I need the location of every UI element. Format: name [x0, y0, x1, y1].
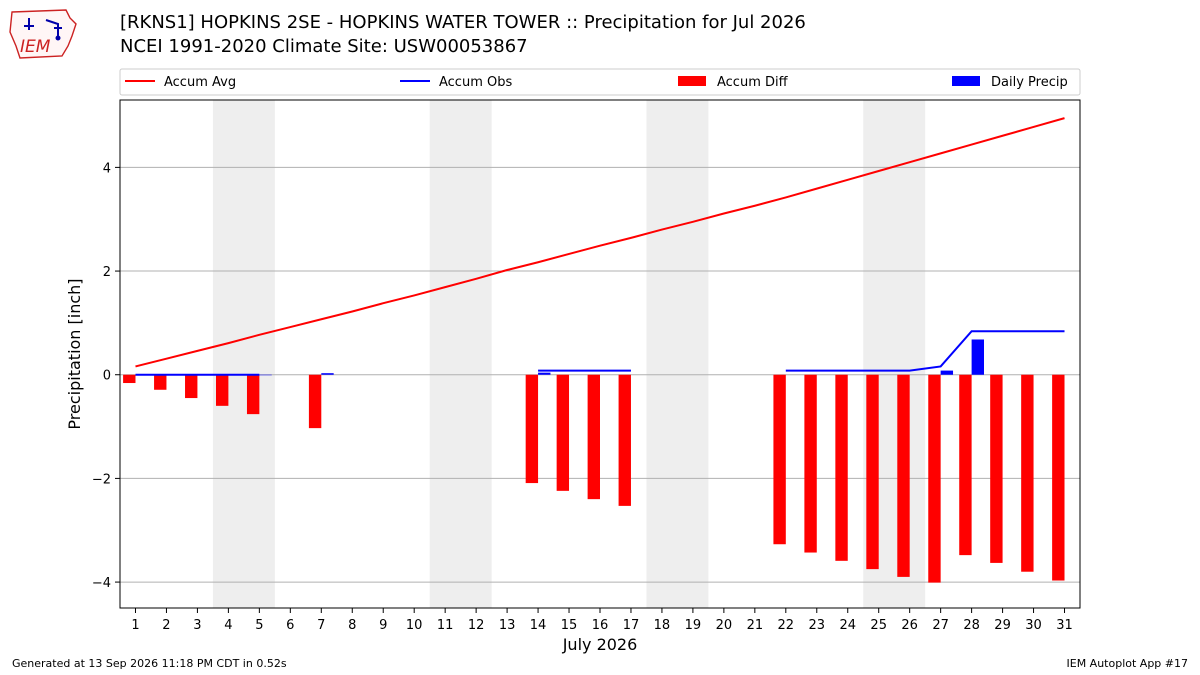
- x-tick-label: 4: [224, 618, 232, 633]
- y-tick-label: 2: [103, 265, 111, 280]
- accum-diff-bar: [990, 374, 1003, 563]
- x-tick-label: 27: [932, 618, 949, 633]
- x-tick-label: 7: [317, 618, 325, 633]
- accum-diff-bar: [866, 374, 879, 570]
- accum-diff-bar: [835, 374, 848, 561]
- accum-diff-bar: [246, 374, 260, 415]
- weather-station-icon: [24, 18, 62, 36]
- legend-label: Accum Avg: [164, 75, 236, 90]
- legend: Accum Avg Accum Obs Accum Diff Daily Precip: [119, 68, 1081, 96]
- accum-diff-bar: [773, 374, 786, 545]
- gridlines: [120, 166, 1080, 583]
- daily-precip-bar: [259, 374, 272, 376]
- x-tick-label: 18: [654, 618, 671, 633]
- daily-precip-bar: [228, 374, 241, 376]
- daily-precip-bar: [971, 339, 984, 375]
- y-axis-label: Precipitation [inch]: [65, 278, 84, 429]
- x-tick-label: 2: [162, 618, 170, 633]
- x-tick-label: 21: [747, 618, 764, 633]
- x-tick-label: 17: [623, 618, 640, 633]
- daily-precip-bar: [197, 374, 210, 376]
- accum-diff-bar: [308, 374, 322, 429]
- accum-diff-bar: [123, 374, 136, 384]
- accum-diff-bar: [525, 374, 539, 484]
- x-tick-label: 19: [685, 618, 702, 633]
- x-tick-label: 1: [131, 618, 139, 633]
- legend-bar-swatch: [678, 76, 706, 86]
- legend-label: Daily Precip: [991, 75, 1068, 90]
- accum-diff-bars: [123, 374, 1065, 583]
- accum-diff-bar: [185, 374, 198, 399]
- accum-avg-series: [135, 117, 1065, 368]
- accum-diff-bar: [1021, 374, 1034, 572]
- x-tick-label: 6: [286, 618, 294, 633]
- weekend-span: [646, 100, 709, 608]
- y-tick-label: 4: [103, 161, 111, 176]
- accum-diff-bar: [556, 374, 570, 491]
- accum-diff-bar: [618, 374, 631, 506]
- daily-precip-bar: [135, 374, 148, 376]
- accum-obs-series: [785, 330, 1065, 372]
- y-tick-label: −4: [92, 576, 111, 591]
- y-axis-ticks: −4 −2 0 2 4: [92, 161, 120, 591]
- x-tick-label: 13: [499, 618, 516, 633]
- plot-frame: [119, 99, 1081, 609]
- x-tick-label: 24: [839, 618, 856, 633]
- x-tick-label: 16: [592, 618, 609, 633]
- weekend-span: [863, 100, 926, 608]
- weekend-shading: [212, 100, 926, 608]
- legend-label: Accum Obs: [439, 75, 512, 90]
- x-tick-label: 10: [406, 618, 423, 633]
- x-tick-label: 22: [778, 618, 795, 633]
- y-tick-label: 0: [103, 369, 111, 384]
- x-axis-label: July 2026: [562, 635, 638, 654]
- y-tick-label: −2: [92, 472, 111, 487]
- daily-precip-bar: [166, 374, 179, 376]
- chart-title: [RKNS1] HOPKINS 2SE - HOPKINS WATER TOWE…: [120, 12, 806, 33]
- iem-logo: IEM: [9, 9, 77, 59]
- x-tick-label: 26: [901, 618, 918, 633]
- accum-obs-line: [135, 330, 1065, 376]
- legend-box: [119, 68, 1081, 96]
- accum-diff-bar: [959, 374, 972, 556]
- accum-diff-bar: [1052, 374, 1065, 581]
- accum-diff-bar: [154, 374, 167, 390]
- x-tick-label: 20: [716, 618, 733, 633]
- daily-precip-bar: [538, 372, 551, 375]
- accum-diff-bar: [587, 374, 600, 500]
- generated-timestamp: Generated at 13 Sep 2026 11:18 PM CDT in…: [12, 657, 287, 670]
- x-tick-label: 3: [193, 618, 201, 633]
- legend-label: Accum Diff: [717, 75, 789, 90]
- daily-precip-bar: [940, 370, 954, 375]
- x-tick-label: 14: [530, 618, 547, 633]
- x-tick-label: 15: [561, 618, 578, 633]
- accum-diff-bar: [216, 374, 229, 406]
- x-tick-label: 12: [468, 618, 485, 633]
- x-tick-label: 29: [994, 618, 1011, 633]
- x-tick-label: 31: [1056, 618, 1073, 633]
- accum-diff-bar: [897, 374, 910, 577]
- legend-bar-swatch: [952, 76, 980, 86]
- x-tick-label: 25: [870, 618, 887, 633]
- weekend-span: [429, 100, 492, 608]
- x-tick-label: 11: [437, 618, 454, 633]
- accum-diff-bar: [928, 374, 941, 583]
- daily-precip-bar: [321, 373, 334, 375]
- chart-subtitle: NCEI 1991-2020 Climate Site: USW00053867: [120, 36, 528, 57]
- x-axis-ticks: 1 2 3 4 5 6 7 8 9 10 11 12 13 14 15 16 17 18 19 20 21 22 23 24 2…: [131, 608, 1073, 633]
- x-tick-label: 9: [379, 618, 387, 633]
- x-tick-label: 30: [1025, 618, 1042, 633]
- app-credit: IEM Autoplot App #17: [1066, 657, 1189, 670]
- x-tick-label: 28: [963, 618, 980, 633]
- x-tick-label: 8: [348, 618, 356, 633]
- x-tick-label: 23: [809, 618, 826, 633]
- accum-diff-bar: [804, 374, 817, 553]
- accum-avg-line: [135, 117, 1065, 368]
- daily-precip-bars: [135, 339, 984, 376]
- weekend-span: [212, 100, 275, 608]
- logo-text: IEM: [20, 37, 51, 57]
- iowa-outline-icon: [9, 9, 77, 59]
- x-tick-label: 5: [255, 618, 263, 633]
